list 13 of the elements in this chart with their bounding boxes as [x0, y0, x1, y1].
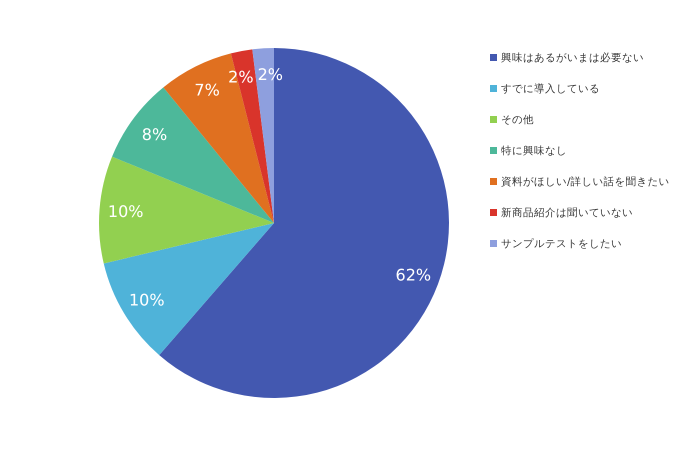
data-label: 7%	[194, 80, 220, 100]
data-label: 62%	[396, 266, 432, 285]
legend-label: サンプルテストをしたい	[501, 237, 622, 250]
data-label: 10%	[128, 290, 165, 310]
legend-label: 新商品紹介は聞いていない	[501, 206, 633, 219]
legend-label: その他	[501, 114, 534, 126]
legend-label: 資料がほしい/詳しい話を聞きたい	[501, 175, 670, 188]
legend-label: 特に興味なし	[501, 144, 567, 157]
data-label: 10%	[108, 202, 144, 221]
data-label: 2%	[228, 67, 254, 86]
legend-label: 興味はあるがいまは必要ない	[501, 51, 644, 64]
data-label: 8%	[142, 124, 168, 144]
legend-label: すでに導入している	[501, 82, 600, 95]
